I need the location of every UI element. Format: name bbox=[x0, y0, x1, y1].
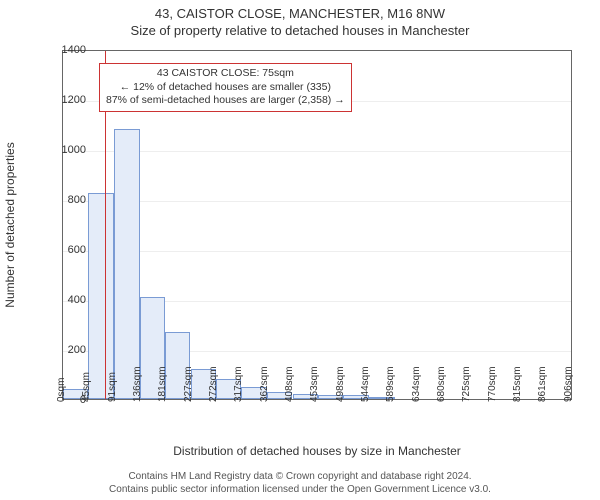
y-axis-label: Number of detached properties bbox=[3, 142, 17, 307]
y-tick: 1400 bbox=[56, 44, 86, 56]
histogram-bar bbox=[88, 193, 113, 399]
x-tick: 725sqm bbox=[461, 366, 472, 402]
footer-line2: Contains public sector information licen… bbox=[0, 483, 600, 496]
chart-subtitle: Size of property relative to detached ho… bbox=[0, 21, 600, 38]
annotation-line1: 43 CAISTOR CLOSE: 75sqm bbox=[106, 67, 345, 81]
y-tick: 400 bbox=[56, 294, 86, 306]
x-tick: 544sqm bbox=[360, 366, 371, 402]
annotation-box: 43 CAISTOR CLOSE: 75sqm← 12% of detached… bbox=[99, 63, 352, 112]
x-tick: 45sqm bbox=[81, 372, 92, 402]
histogram-bar bbox=[114, 129, 139, 399]
y-tick: 1200 bbox=[56, 94, 86, 106]
x-tick: 498sqm bbox=[335, 366, 346, 402]
x-tick: 589sqm bbox=[385, 366, 396, 402]
x-tick: 227sqm bbox=[183, 366, 194, 402]
x-tick: 272sqm bbox=[208, 366, 219, 402]
y-tick: 200 bbox=[56, 344, 86, 356]
x-tick: 317sqm bbox=[233, 366, 244, 402]
chart-container: 43, CAISTOR CLOSE, MANCHESTER, M16 8NW S… bbox=[0, 0, 600, 500]
x-tick: 181sqm bbox=[157, 366, 168, 402]
y-tick: 600 bbox=[56, 244, 86, 256]
footer-line1: Contains HM Land Registry data © Crown c… bbox=[0, 470, 600, 483]
annotation-line3: 87% of semi-detached houses are larger (… bbox=[106, 94, 345, 108]
x-tick: 453sqm bbox=[309, 366, 320, 402]
y-tick: 800 bbox=[56, 194, 86, 206]
x-tick: 680sqm bbox=[436, 366, 447, 402]
plot-area: 43 CAISTOR CLOSE: 75sqm← 12% of detached… bbox=[62, 50, 572, 400]
x-tick: 815sqm bbox=[512, 366, 523, 402]
footer-text: Contains HM Land Registry data © Crown c… bbox=[0, 470, 600, 496]
x-tick: 408sqm bbox=[284, 366, 295, 402]
annotation-line2: ← 12% of detached houses are smaller (33… bbox=[106, 81, 345, 95]
address-title: 43, CAISTOR CLOSE, MANCHESTER, M16 8NW bbox=[0, 0, 600, 21]
x-tick: 906sqm bbox=[563, 366, 574, 402]
plot-box: 43 CAISTOR CLOSE: 75sqm← 12% of detached… bbox=[62, 50, 572, 400]
x-tick: 634sqm bbox=[411, 366, 422, 402]
x-tick: 0sqm bbox=[56, 378, 67, 402]
x-tick: 362sqm bbox=[259, 366, 270, 402]
x-tick: 136sqm bbox=[132, 366, 143, 402]
x-tick: 770sqm bbox=[487, 366, 498, 402]
y-tick: 1000 bbox=[56, 144, 86, 156]
x-tick: 91sqm bbox=[107, 372, 118, 402]
x-tick: 861sqm bbox=[537, 366, 548, 402]
x-axis-label: Distribution of detached houses by size … bbox=[173, 444, 461, 458]
